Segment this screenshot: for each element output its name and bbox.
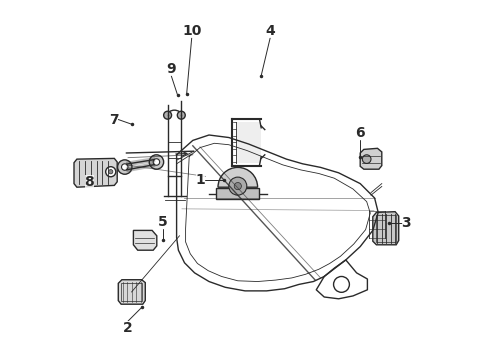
- Text: 1: 1: [196, 173, 205, 187]
- Polygon shape: [360, 148, 382, 169]
- Text: 7: 7: [109, 113, 118, 126]
- Circle shape: [334, 276, 349, 292]
- Circle shape: [177, 111, 185, 119]
- Circle shape: [122, 164, 128, 170]
- Circle shape: [229, 177, 247, 195]
- Wedge shape: [218, 167, 258, 187]
- Bar: [376, 215, 396, 242]
- Circle shape: [363, 155, 371, 163]
- Circle shape: [234, 183, 242, 190]
- Text: 2: 2: [123, 321, 133, 335]
- Bar: [216, 188, 259, 199]
- Circle shape: [149, 155, 164, 169]
- Bar: [121, 283, 142, 301]
- Text: 8: 8: [85, 175, 95, 189]
- Circle shape: [109, 170, 113, 174]
- Text: 5: 5: [158, 215, 168, 229]
- Text: 4: 4: [265, 24, 275, 38]
- Text: 9: 9: [167, 62, 176, 76]
- Circle shape: [106, 167, 116, 177]
- Circle shape: [153, 159, 160, 165]
- Polygon shape: [236, 122, 261, 163]
- Polygon shape: [373, 212, 399, 245]
- Circle shape: [118, 160, 132, 174]
- Text: 10: 10: [182, 24, 201, 38]
- Text: 6: 6: [355, 126, 365, 140]
- Polygon shape: [133, 230, 157, 250]
- Polygon shape: [118, 280, 145, 304]
- Circle shape: [164, 111, 171, 119]
- Text: 3: 3: [402, 216, 411, 230]
- Polygon shape: [74, 158, 117, 187]
